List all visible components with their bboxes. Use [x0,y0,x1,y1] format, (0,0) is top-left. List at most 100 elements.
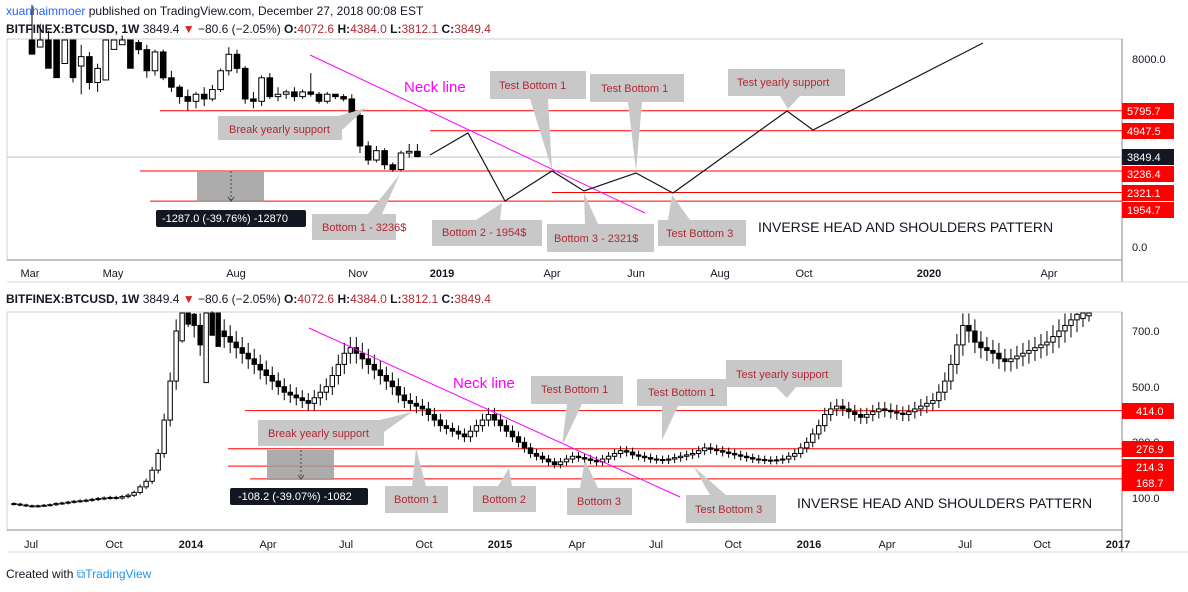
candle-body-2 [1050,336,1056,343]
x-tick: 2019 [430,268,454,280]
candle-body-2 [443,425,450,429]
candle-body-2 [413,402,420,407]
candle-body-2 [978,341,984,349]
candle-body-2 [59,502,65,505]
candle-body-2 [221,330,227,338]
candle-body-2 [347,347,354,354]
candle-body-2 [101,497,107,500]
y-tick-8000: 8000.0 [1132,54,1166,66]
candle-body [102,39,110,81]
x-tick: Jun [627,268,645,280]
high-label-2: H: [337,292,351,306]
candle-body-2 [311,397,317,404]
symbol-bar-top: BITFINEX:BTCUSD, 1W 3849.4 ▼ −80.6 (−2.0… [6,22,491,36]
candle-body [36,39,44,48]
chart-top[interactable]: -1287.0 (-39.76%) -12870 Neck line INVER… [0,0,1188,290]
candle-body-2 [425,408,432,415]
measure-label: -1287.0 (-39.76%) -12870 [162,213,288,225]
candle-body-2 [840,405,846,410]
candle-body-2 [23,504,29,507]
callout-bottom-1: Bottom 1 - 3236$ [312,174,406,240]
symbol-name[interactable]: BITFINEX:BTCUSD, 1W [6,22,140,36]
candle-body [307,91,315,95]
candle-body-2 [275,380,281,388]
tradingview-link[interactable]: TradingView [85,567,152,581]
candle-body [61,39,69,64]
candle-body-2 [317,391,323,399]
candle-body-2 [623,450,630,453]
candle-body-2 [707,447,714,450]
candle-body [118,39,126,46]
candle-body-2 [365,358,372,365]
candle-body-2 [713,448,720,452]
candle-body-2 [503,425,510,432]
candle-body-2 [533,452,540,457]
callout-test-bottom-1-2b: Test Bottom 1 [637,379,727,440]
candle-body-2 [233,341,239,349]
candle-body [241,67,249,100]
callout-break-yearly-support: Break yearly support [218,108,366,140]
candle-body-2 [227,336,233,343]
callout-bottom-2-2: Bottom 2 [473,468,536,512]
pattern-title: INVERSE HEAD AND SHOULDERS PATTERN [758,219,1053,235]
svg-text:Test yearly support: Test yearly support [736,369,828,381]
candle-body-2 [1020,352,1026,357]
candle-body-2 [924,402,930,407]
candle-body [168,77,175,88]
candle-body-2 [605,455,612,460]
candle-body-2 [113,496,119,499]
candle-body-2 [828,408,834,415]
candle-body-2 [1080,312,1086,320]
price-label-box [1122,103,1174,119]
candle-body-2 [888,409,894,413]
callout-bottom-1-2: Bottom 1 [385,448,448,513]
symbol-name-2[interactable]: BITFINEX:BTCUSD, 1W [6,292,140,306]
y-tick-700: 700.0 [1132,326,1160,338]
candle-body [299,91,306,98]
candle-body-2 [858,414,864,418]
candle-body-2 [912,408,918,413]
candle-body-2 [876,408,882,413]
price-label: 3236.4 [1127,169,1161,181]
neckline-label: Neck line [404,79,466,96]
candle-body-2 [377,369,384,377]
candle-body-2 [954,344,960,365]
candle-body-2 [731,452,738,456]
callout-test-yearly-support: Test yearly support [728,69,845,109]
candle-body [364,145,372,161]
candle-body-2 [269,375,275,382]
candle-body-2 [305,400,311,404]
candle-body-2 [1032,347,1038,351]
candle-body [143,49,151,72]
candle-body-2 [17,503,23,506]
candle-body-2 [395,386,402,396]
candle-body-2 [527,447,534,454]
candle-body-2 [695,450,702,454]
svg-text:Bottom 2 - 1954$: Bottom 2 - 1954$ [442,227,526,239]
open-value-2: 4072.6 [297,292,335,306]
footer: Created with ⧉TradingView [6,567,151,582]
candle-body-2 [846,408,852,413]
close-value: 3849.4 [454,22,491,36]
callout-test-bottom-3-2: Test Bottom 3 [686,467,776,523]
candle-body-2 [665,458,672,461]
author-link[interactable]: xuanhaimmoer [6,4,86,18]
down-arrow-icon: ▼ [182,292,195,306]
candle-body-2 [1062,324,1068,332]
candle-body-2 [185,312,191,325]
y-tick-500: 500.0 [1132,382,1160,394]
candle-body-2 [521,441,528,449]
candle-body [217,70,224,91]
price-label-box [1122,149,1174,165]
candle-body-2 [635,454,642,457]
candle-body [274,93,282,98]
candle-body-2 [11,503,17,506]
x-tick-2: 2015 [488,539,512,551]
candle-body-2 [804,441,810,449]
candle-body [225,53,233,72]
symbol-bar-bottom: BITFINEX:BTCUSD, 1W 3849.4 ▼ −80.6 (−2.0… [6,292,491,306]
candle-body-2 [557,461,564,466]
candle-body-2 [816,425,822,435]
candle-body-2 [918,405,924,410]
